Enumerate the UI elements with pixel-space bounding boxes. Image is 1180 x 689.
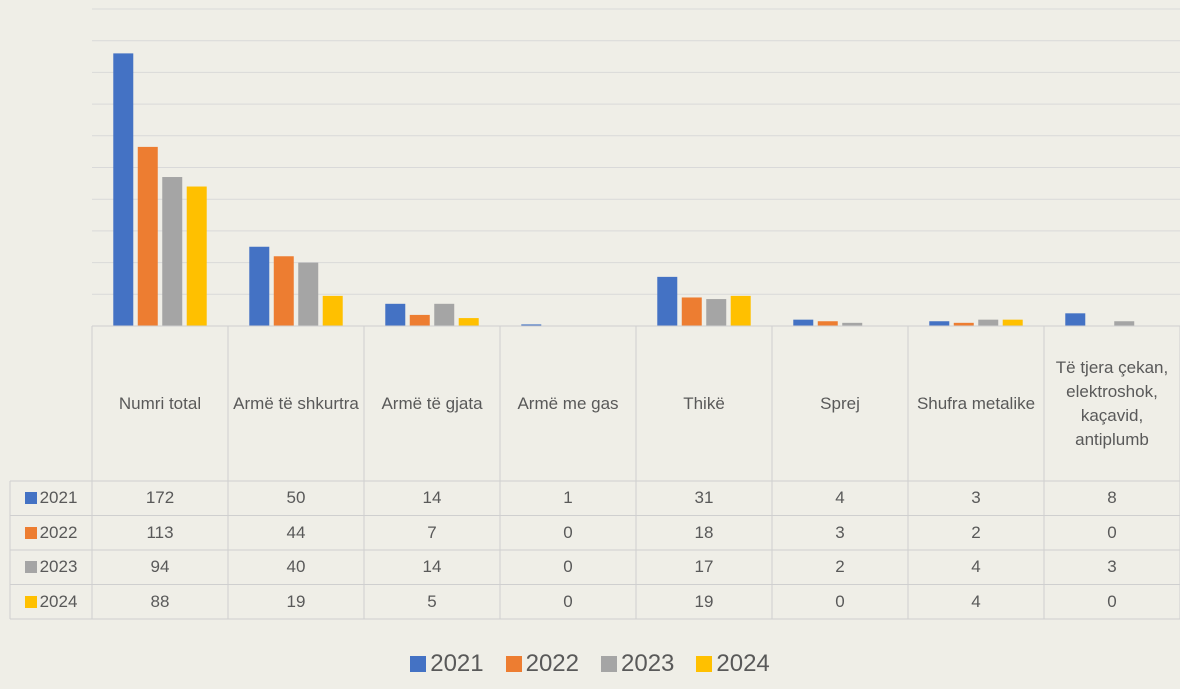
bar xyxy=(322,295,343,326)
table-value: 4 xyxy=(835,488,845,508)
table-value: 172 xyxy=(145,488,175,508)
table-value: 7 xyxy=(427,522,437,542)
series-name: 2024 xyxy=(39,591,78,611)
row-header: 2024 xyxy=(10,585,92,620)
table-value: 14 xyxy=(422,488,442,508)
category-label: Sprej xyxy=(820,393,860,413)
table-value: 0 xyxy=(563,557,573,577)
legend-item: 2024 xyxy=(696,650,770,678)
table-value: 0 xyxy=(1107,522,1117,542)
table-value: 8 xyxy=(1107,488,1117,508)
table-value: 94 xyxy=(150,557,170,577)
bar xyxy=(434,303,455,326)
bar xyxy=(273,256,294,326)
table-value: 3 xyxy=(1107,557,1117,577)
legend-key xyxy=(505,656,522,672)
legend-label: 2024 xyxy=(716,650,770,677)
table-value: 19 xyxy=(694,591,714,611)
bar xyxy=(1114,321,1135,326)
row-header: 2021 xyxy=(10,481,92,516)
table-value: 3 xyxy=(971,488,981,508)
table-value: 18 xyxy=(694,522,714,542)
table-value: 2 xyxy=(835,557,845,577)
table-value: 88 xyxy=(150,591,170,611)
category-label: Thikë xyxy=(683,393,725,413)
bar xyxy=(657,276,678,326)
bar xyxy=(817,321,838,326)
series-name: 2023 xyxy=(39,557,78,577)
category-label: Armë të gjata xyxy=(381,393,483,413)
category-label: Të tjera çekan, elektroshok, kaçavid, an… xyxy=(1055,357,1169,449)
bar xyxy=(249,246,270,326)
legend-item: 2022 xyxy=(505,650,579,678)
bar xyxy=(186,186,207,326)
bar xyxy=(953,322,974,326)
table-value: 2 xyxy=(971,522,981,542)
table-value: 0 xyxy=(1107,591,1117,611)
bar xyxy=(162,177,183,326)
legend-item: 2021 xyxy=(410,650,484,678)
category-label: Armë të shkurtra xyxy=(233,393,359,413)
bar xyxy=(409,314,430,326)
bar xyxy=(706,299,727,326)
legend-label: 2023 xyxy=(621,650,675,677)
table-value: 0 xyxy=(563,591,573,611)
bar xyxy=(730,295,751,326)
bar xyxy=(793,319,814,326)
row-header: 2022 xyxy=(10,516,92,551)
table-value: 3 xyxy=(835,522,845,542)
table-value: 19 xyxy=(286,591,306,611)
bar xyxy=(113,53,134,326)
table-value: 17 xyxy=(694,557,714,577)
category-label: Numri total xyxy=(118,393,202,413)
table-value: 0 xyxy=(835,591,845,611)
legend-key xyxy=(601,656,617,672)
bar xyxy=(978,319,999,326)
bar xyxy=(842,322,863,326)
legend-label: 2021 xyxy=(430,650,484,677)
table-value: 4 xyxy=(971,591,981,611)
legend-key xyxy=(24,526,37,539)
legend-key xyxy=(24,561,37,574)
bar xyxy=(137,146,158,326)
legend-label: 2022 xyxy=(525,650,579,677)
bar xyxy=(385,303,406,326)
bar xyxy=(681,297,702,326)
legend-item: 2023 xyxy=(601,650,674,678)
table-value: 31 xyxy=(694,488,714,508)
table-value: 5 xyxy=(427,591,437,611)
row-header: 2023 xyxy=(10,550,92,585)
table-value: 0 xyxy=(563,522,573,542)
table-value: 1 xyxy=(563,488,573,508)
category-label: Armë me gas xyxy=(517,393,619,413)
legend: 2021 2022 2023 2024 xyxy=(0,650,1180,678)
legend-key xyxy=(696,656,713,672)
bar xyxy=(1065,313,1086,326)
category-label: Shufra metalike xyxy=(916,393,1036,413)
series-name: 2021 xyxy=(39,488,78,508)
table-value: 14 xyxy=(422,557,442,577)
legend-key xyxy=(410,656,427,672)
table-value: 40 xyxy=(286,557,306,577)
bar xyxy=(929,321,950,326)
table-value: 4 xyxy=(971,557,981,577)
legend-key xyxy=(24,492,37,505)
table-value: 44 xyxy=(286,522,306,542)
bar xyxy=(298,262,319,326)
bar xyxy=(458,318,479,326)
bar xyxy=(1002,319,1023,326)
bar xyxy=(521,324,542,326)
legend-key xyxy=(24,595,37,608)
series-name: 2022 xyxy=(39,522,78,542)
table-value: 113 xyxy=(146,522,174,542)
table-value: 50 xyxy=(286,488,306,508)
